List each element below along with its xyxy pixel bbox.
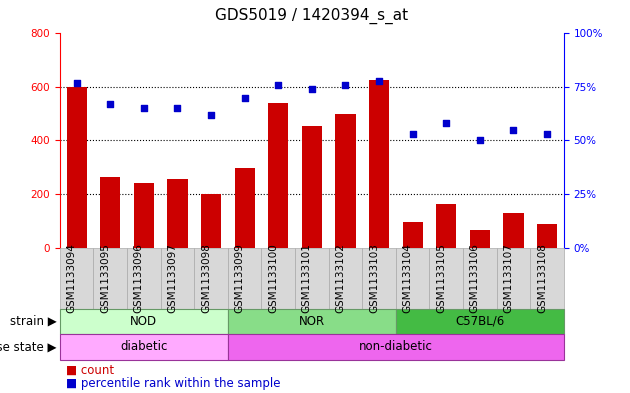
Text: GSM1133103: GSM1133103 [369, 243, 379, 313]
Text: ■ percentile rank within the sample: ■ percentile rank within the sample [66, 377, 280, 390]
Point [408, 131, 418, 137]
Bar [67, 87, 87, 248]
Text: GSM1133099: GSM1133099 [234, 243, 244, 313]
Text: ■ count: ■ count [66, 364, 114, 377]
Text: GSM1133104: GSM1133104 [403, 243, 413, 313]
Text: strain ▶: strain ▶ [10, 315, 57, 328]
Point [273, 82, 284, 88]
Text: GSM1133096: GSM1133096 [134, 243, 144, 313]
Bar [335, 114, 355, 248]
Point [72, 79, 82, 86]
Bar [403, 222, 423, 248]
Bar [100, 176, 120, 248]
Point [374, 77, 384, 84]
Text: GSM1133106: GSM1133106 [470, 243, 480, 313]
Point [105, 101, 115, 107]
Text: diabetic: diabetic [120, 340, 168, 353]
Bar [268, 103, 289, 248]
Point [206, 112, 216, 118]
Text: non-diabetic: non-diabetic [359, 340, 433, 353]
Bar [168, 178, 188, 248]
Text: NOD: NOD [130, 315, 158, 328]
Bar [537, 224, 557, 248]
Text: GSM1133097: GSM1133097 [168, 243, 178, 313]
Text: GSM1133098: GSM1133098 [201, 243, 211, 313]
Point [340, 82, 350, 88]
Text: GSM1133101: GSM1133101 [302, 243, 312, 313]
Text: GSM1133108: GSM1133108 [537, 243, 547, 313]
Bar [201, 193, 221, 248]
Bar [470, 230, 490, 248]
Text: GDS5019 / 1420394_s_at: GDS5019 / 1420394_s_at [215, 7, 408, 24]
Bar [369, 80, 389, 248]
Text: GSM1133100: GSM1133100 [268, 243, 278, 313]
Point [542, 131, 552, 137]
Text: GSM1133094: GSM1133094 [67, 243, 77, 313]
Point [139, 105, 149, 112]
Point [441, 120, 451, 127]
Text: C57BL/6: C57BL/6 [455, 315, 505, 328]
Bar [302, 126, 322, 248]
Text: GSM1133095: GSM1133095 [100, 243, 110, 313]
Point [173, 105, 183, 112]
Point [239, 94, 249, 101]
Text: disease state ▶: disease state ▶ [0, 340, 57, 353]
Text: NOR: NOR [299, 315, 325, 328]
Text: GSM1133105: GSM1133105 [436, 243, 446, 313]
Bar [134, 182, 154, 248]
Point [508, 127, 518, 133]
Point [307, 86, 317, 92]
Text: GSM1133107: GSM1133107 [503, 243, 513, 313]
Text: GSM1133102: GSM1133102 [335, 243, 345, 313]
Bar [503, 213, 524, 248]
Bar [234, 168, 255, 248]
Point [475, 137, 485, 143]
Bar [436, 204, 456, 248]
